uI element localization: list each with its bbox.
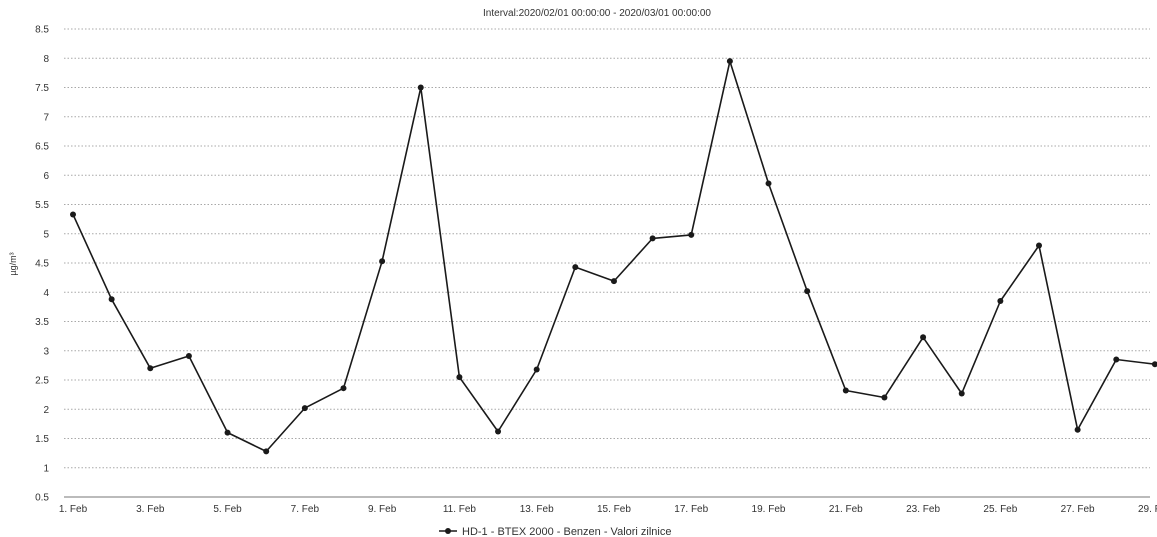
data-point — [842, 387, 849, 394]
data-point — [881, 394, 888, 401]
y-tick-label: 3 — [43, 346, 49, 357]
y-axis-label: µg/m³ — [8, 252, 18, 275]
x-tick-label: 25. Feb — [983, 504, 1017, 515]
data-point — [688, 231, 695, 238]
data-point — [70, 211, 76, 218]
x-tick-label: 13. Feb — [520, 504, 554, 515]
data-point — [108, 296, 115, 303]
data-point — [456, 374, 463, 381]
chart-title: Interval:2020/02/01 00:00:00 - 2020/03/0… — [483, 8, 711, 19]
data-point — [649, 235, 656, 242]
x-tick-label: 17. Feb — [674, 504, 708, 515]
data-point — [379, 258, 386, 265]
x-axis-ticks: 1. Feb 3. Feb 5. Feb 7. Feb 9. Feb 11. Feb 13.… — [59, 504, 1157, 515]
x-tick-label: 5. Feb — [213, 504, 242, 515]
y-tick-label: 2 — [43, 405, 49, 416]
x-tick-label: 3. Feb — [136, 504, 165, 515]
gridlines — [64, 28, 1150, 498]
y-tick-label: 7.5 — [35, 83, 49, 94]
data-point — [301, 405, 308, 412]
data-point — [1113, 356, 1120, 363]
data-point — [340, 385, 347, 392]
y-tick-label: 5.5 — [35, 200, 49, 211]
legend: HD-1 - BTEX 2000 - Benzen - Valori zilni… — [439, 526, 672, 537]
y-tick-label: 6.5 — [35, 142, 49, 153]
legend-series-name: HD-1 - BTEX 2000 - Benzen - Valori zilni… — [462, 526, 672, 537]
x-tick-label: 19. Feb — [752, 504, 786, 515]
y-tick-label: 1.5 — [35, 434, 49, 445]
y-tick-label: 4.5 — [35, 259, 49, 270]
data-point — [1151, 361, 1157, 368]
data-point — [533, 366, 540, 373]
y-tick-label: 6 — [43, 171, 49, 182]
data-point — [572, 264, 579, 271]
data-point — [224, 429, 231, 436]
data-point — [1074, 426, 1081, 433]
x-tick-label: 9. Feb — [368, 504, 397, 515]
x-tick-label: 27. Feb — [1061, 504, 1095, 515]
series-line — [72, 60, 1155, 453]
x-tick-label: 7. Feb — [291, 504, 320, 515]
data-point — [1036, 242, 1042, 249]
data-point — [610, 278, 617, 285]
data-point — [804, 288, 811, 295]
data-point — [185, 353, 192, 360]
data-point — [958, 390, 965, 397]
y-tick-label: 1 — [43, 463, 49, 474]
data-point — [765, 180, 772, 187]
x-tick-label: 1. Feb — [59, 504, 88, 515]
x-tick-label: 29. Feb — [1138, 504, 1157, 515]
y-tick-label: 8 — [43, 54, 49, 65]
y-tick-label: 2.5 — [35, 376, 49, 387]
y-tick-label: 0.5 — [35, 493, 49, 504]
y-tick-label: 5 — [43, 229, 49, 240]
x-tick-label: 21. Feb — [829, 504, 863, 515]
data-point — [263, 448, 270, 455]
y-tick-label: 8.5 — [35, 25, 49, 36]
y-tick-label: 7 — [43, 112, 49, 123]
legend-dot-marker — [445, 528, 451, 534]
x-tick-label: 15. Feb — [597, 504, 631, 515]
data-point — [495, 428, 502, 435]
data-point — [726, 58, 733, 65]
x-tick-label: 11. Feb — [443, 504, 477, 515]
data-point — [997, 298, 1004, 305]
y-tick-label: 3.5 — [35, 317, 49, 328]
series-layer — [70, 58, 1157, 455]
y-axis-ticks: 0.5 1 1.5 2 2.5 3 3.5 4 4.5 5 5.5 6 6.5 7 7.5 8 8.5 — [35, 25, 49, 504]
data-point — [147, 365, 154, 372]
data-point — [920, 334, 927, 341]
y-tick-label: 4 — [43, 288, 49, 299]
x-tick-label: 23. Feb — [906, 504, 940, 515]
data-point — [417, 84, 424, 91]
